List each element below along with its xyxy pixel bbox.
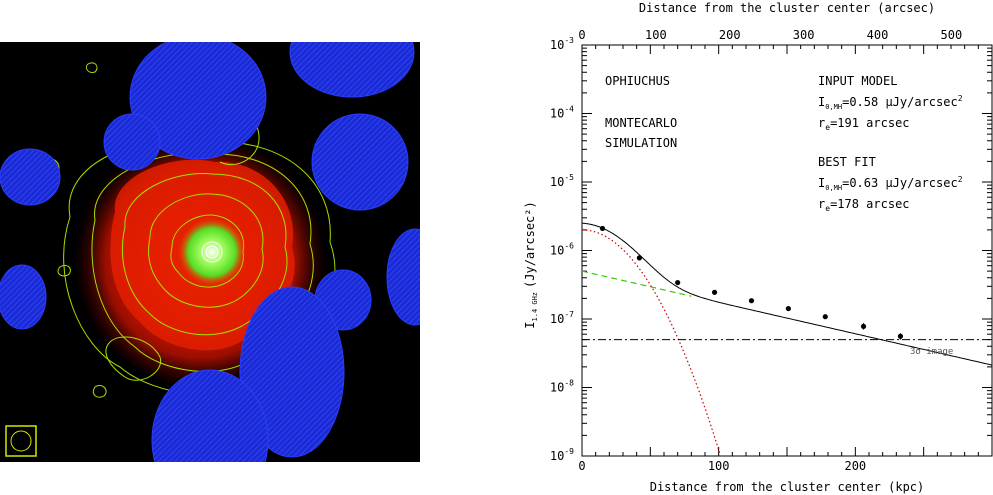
y-tick-label: 10-9 [550,447,574,463]
tick-labels: 0 100 200 0 100 200 300 400 500 10-9 10-8 10-7 10-6 1… [550,28,962,473]
title-simulation: SIMULATION [605,136,677,150]
data-points [599,225,904,340]
beam-ellipse [10,430,32,452]
x-top-tick-label: 300 [793,28,815,42]
x-top-tick-label: 0 [578,28,585,42]
data-point [675,279,681,286]
y-axis-label: I1.4 GHz (Jy/arcsec²) [523,201,539,328]
data-point [785,305,791,312]
input-re: re=191 arcsec [818,116,910,132]
svg-text:I1.4 GHz(Jy/arcsec²): I1.4 GHz (Jy/arcsec²) [523,201,539,328]
best-fit-title: BEST FIT [818,155,876,169]
simulated-radio-image [0,42,420,462]
x-tick-label: 0 [578,459,585,473]
bottom-axis-label: Distance from the cluster center (kpc) [650,480,925,494]
data-point [897,333,904,339]
data-point [860,323,867,329]
y-tick-label: 10-4 [550,105,574,121]
y-tick-label: 10-5 [550,173,574,189]
data-point [599,225,606,232]
y-tick-label: 10-3 [550,36,574,52]
x-top-tick-label: 100 [645,28,667,42]
core-contours [201,241,223,263]
data-point [636,255,642,261]
y-tick-label: 10-7 [550,310,574,326]
model-curves [581,222,993,455]
axis-ticks [581,45,993,457]
core-emission [178,218,246,286]
y-tick-label: 10-8 [550,379,574,395]
x-tick-label: 100 [708,459,730,473]
data-point [711,289,718,295]
source-masks [0,42,420,462]
fit-i0: I0,MH=0.63 μJy/arcsec2 [818,175,963,192]
halo-model-curve [581,270,692,297]
sigma-label: 3σ image [910,347,953,357]
y-label-unit: (Jy/arcsec²) [523,201,537,288]
total-model-curve [581,222,993,366]
beam-box [5,425,37,457]
data-point [822,314,828,320]
x-tick-label: 200 [844,459,866,473]
y-tick-label: 10-6 [550,242,574,258]
input-model-title: INPUT MODEL [818,74,897,88]
core-model-curve [582,229,721,455]
x-top-tick-label: 200 [719,28,741,42]
title-montecarlo: MONTECARLO [605,116,677,130]
x-top-tick-label: 500 [941,28,963,42]
x-top-tick-label: 400 [867,28,889,42]
y-label-symbol: I [523,321,537,328]
data-point [748,298,755,304]
title-ophiuchus: OPHIUCHUS [605,74,670,88]
radial-profile-chart: 0 100 200 0 100 200 300 400 500 10-9 10-8 10-7 10-6 1… [523,1,993,494]
y-label-sub: 1.4 GHz [531,292,539,322]
input-i0: I0,MH=0.58 μJy/arcsec2 [818,94,963,111]
top-axis-label: Distance from the cluster center (arcsec… [639,1,935,15]
fit-re: re=178 arcsec [818,197,910,213]
